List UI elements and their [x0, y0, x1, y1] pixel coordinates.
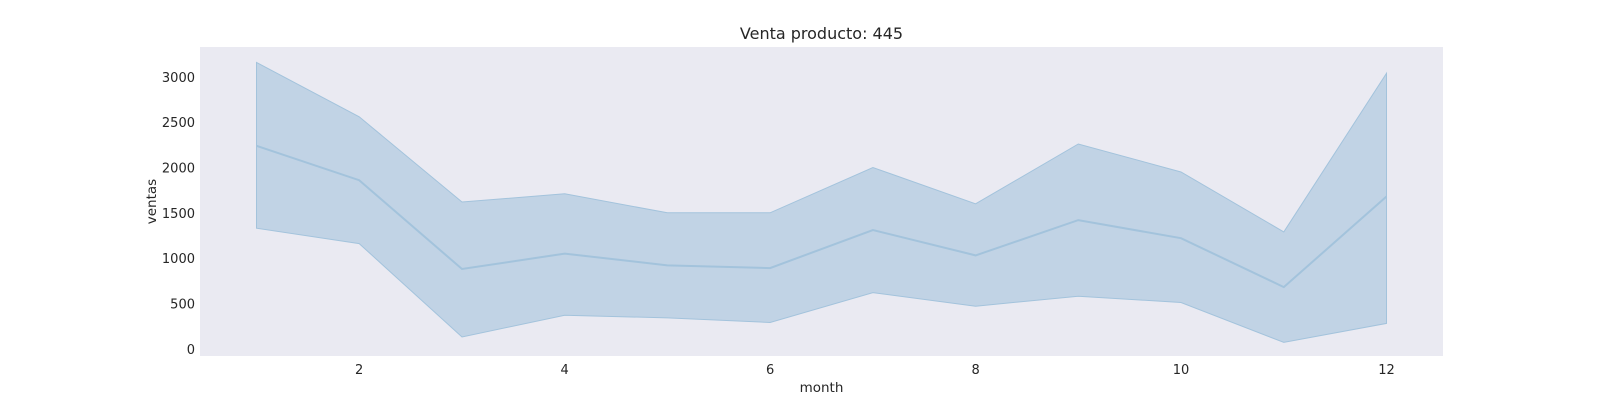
x-tick-label: 4 [561, 363, 569, 378]
x-tick-label: 12 [1378, 363, 1395, 378]
y-tick-label: 1000 [162, 252, 195, 267]
y-tick-label: 0 [187, 343, 195, 358]
y-tick-label: 500 [170, 297, 195, 312]
y-tick-label: 2000 [162, 162, 195, 177]
x-tick-label: 10 [1173, 363, 1190, 378]
series-line [256, 144, 1388, 289]
x-tick-label: 8 [971, 363, 979, 378]
y-axis-label: ventas [144, 179, 160, 224]
x-tick-label: 2 [355, 363, 363, 378]
y-tick-label: 2500 [162, 116, 195, 131]
chart-title: Venta producto: 445 [740, 24, 903, 43]
y-tick-label: 1500 [162, 207, 195, 222]
x-axis-label: month [800, 380, 844, 396]
confidence-band [256, 61, 1387, 343]
y-tick-label: 3000 [162, 71, 195, 86]
x-tick-label: 6 [766, 363, 774, 378]
